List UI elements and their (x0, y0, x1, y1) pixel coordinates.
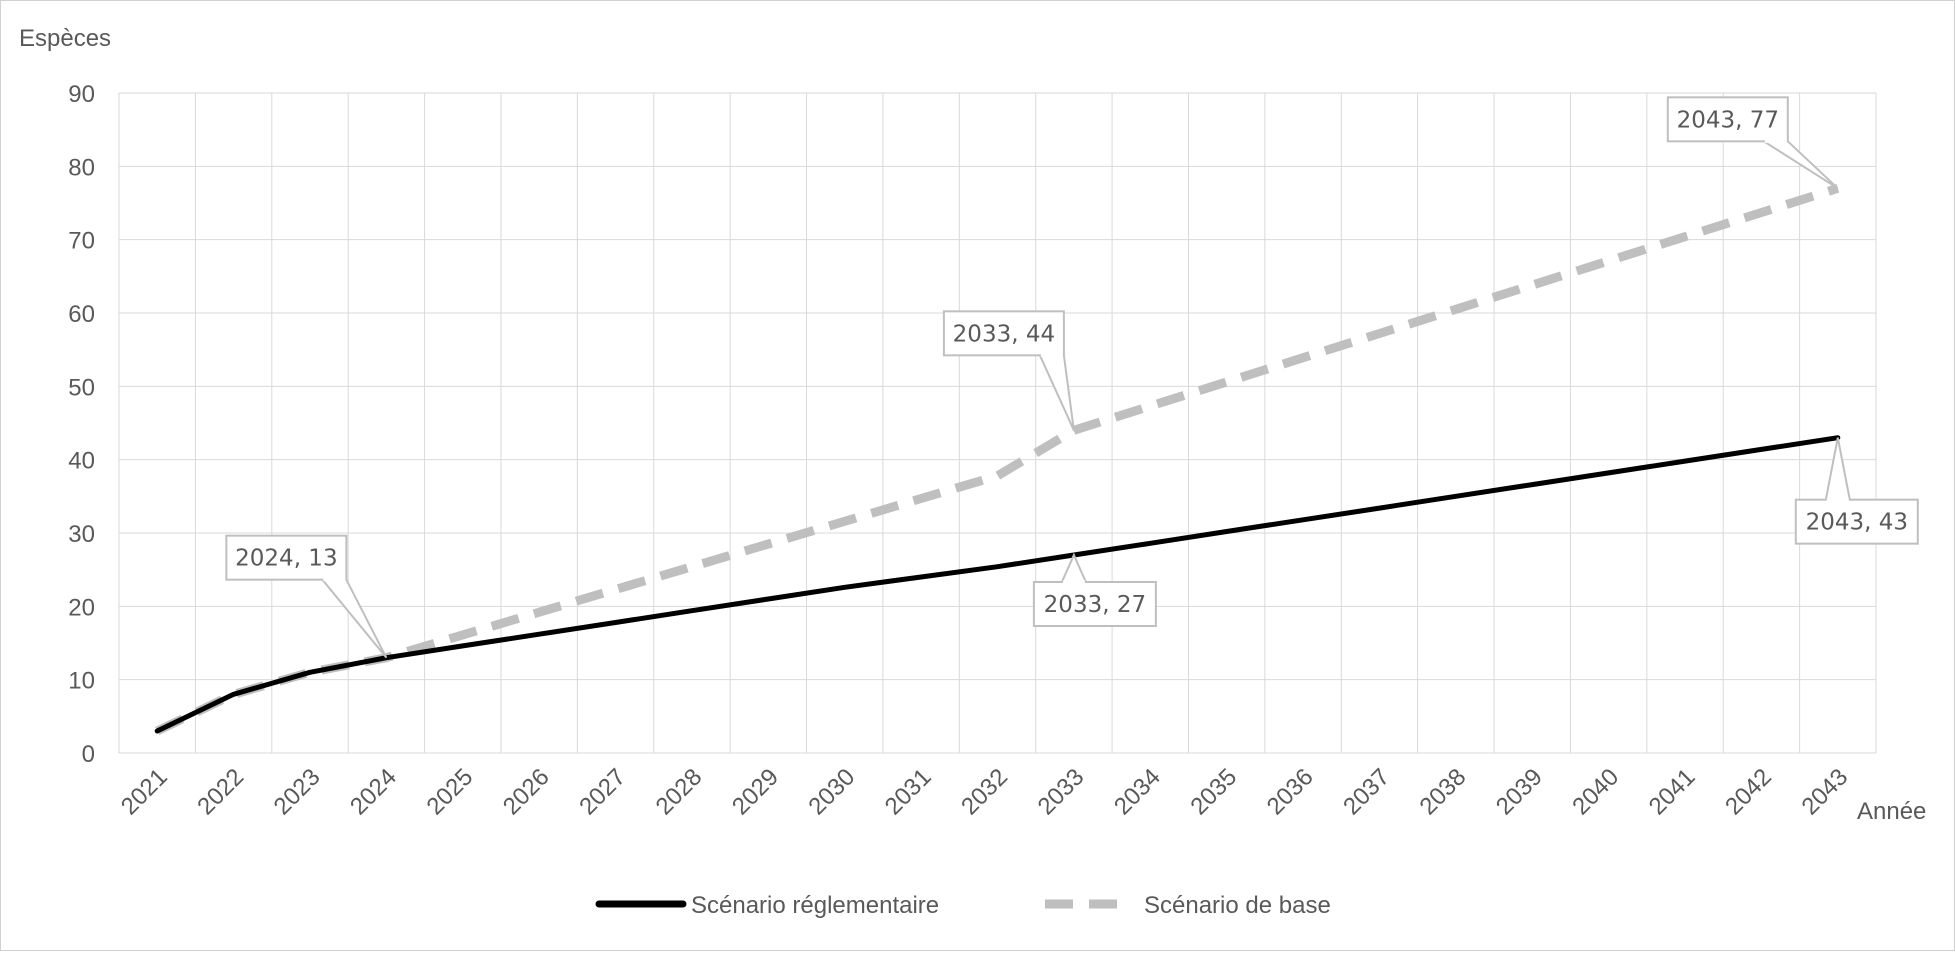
x-tick-label: 2023 (269, 763, 326, 820)
series-lines (154, 184, 1841, 736)
data-callout: 2043, 43 (1794, 437, 1919, 545)
callout-label: 2033, 27 (1044, 592, 1146, 618)
data-callout: 2033, 44 (942, 310, 1075, 431)
x-tick-label: 2032 (956, 763, 1013, 820)
data-callout: 2033, 27 (1032, 552, 1157, 627)
x-tick-label: 2037 (1338, 763, 1395, 820)
data-callout: 2024, 13 (225, 534, 388, 659)
callout-box (942, 310, 1065, 357)
y-axis-label: Espèces (19, 25, 111, 52)
callout-label: 2024, 13 (235, 546, 337, 572)
series-line-scenario-reglementaire (154, 435, 1841, 734)
data-callout: 2043, 77 (1666, 96, 1839, 190)
y-tick-label: 0 (82, 741, 95, 768)
y-tick-label: 30 (68, 521, 95, 548)
callout-pointer (321, 579, 388, 659)
x-tick-label: 2039 (1491, 763, 1548, 820)
y-tick-label: 80 (68, 154, 95, 181)
callout-label: 2033, 44 (953, 321, 1055, 347)
y-axis: 0 10 20 30 40 50 60 70 80 90 (68, 81, 95, 768)
x-tick-label: 2026 (498, 763, 555, 820)
x-tick-label: 2038 (1415, 763, 1472, 820)
x-tick-label: 2028 (651, 763, 708, 820)
x-tick-label: 2042 (1720, 763, 1777, 820)
x-tick-label: 2021 (116, 763, 173, 820)
x-axis-label: Année (1857, 798, 1926, 825)
y-tick-label: 60 (68, 301, 95, 328)
x-tick-label: 2029 (727, 763, 784, 820)
x-tick-label: 2035 (1185, 763, 1242, 820)
callout-label: 2043, 77 (1677, 107, 1779, 133)
x-tick-label: 2030 (803, 763, 860, 820)
y-tick-label: 50 (68, 374, 95, 401)
y-tick-label: 90 (68, 81, 95, 108)
x-axis: 2021 2022 2023 2024 2025 2026 2027 2028 2029 2030… (116, 763, 1853, 820)
callout-box (1794, 498, 1919, 545)
x-tick-label: 2034 (1109, 763, 1166, 820)
y-tick-label: 20 (68, 594, 95, 621)
x-tick-label: 2043 (1797, 763, 1854, 820)
x-tick-label: 2024 (345, 763, 402, 820)
callout-box (1666, 96, 1789, 143)
callout-pointer (1763, 140, 1839, 190)
x-tick-label: 2027 (574, 763, 631, 820)
x-tick-label: 2040 (1567, 763, 1624, 820)
callout-label: 2043, 43 (1806, 510, 1908, 536)
x-tick-label: 2022 (192, 763, 249, 820)
y-tick-label: 70 (68, 228, 95, 255)
callout-box (225, 534, 348, 581)
x-tick-label: 2041 (1644, 763, 1701, 820)
legend-label: Scénario réglementaire (691, 892, 939, 919)
callout-pointer (1824, 437, 1851, 500)
x-tick-label: 2036 (1262, 763, 1319, 820)
x-tick-label: 2031 (880, 763, 937, 820)
callout-pointer (1038, 354, 1075, 431)
series-line-scenario-de-base (155, 184, 1840, 736)
x-tick-label: 2033 (1033, 763, 1090, 820)
callout-pointer (1060, 552, 1087, 583)
x-tick-label: 2025 (421, 763, 478, 820)
callout-box (1032, 581, 1157, 627)
gridlines (118, 92, 1877, 754)
annotations: 2024, 13 2033, 44 2043, 77 2033, 27 2043, 43 (225, 96, 1919, 659)
legend: Scénario réglementaire Scénario de base (595, 892, 1331, 919)
y-tick-label: 40 (68, 448, 95, 475)
y-tick-label: 10 (68, 668, 95, 695)
legend-label: Scénario de base (1144, 892, 1331, 919)
